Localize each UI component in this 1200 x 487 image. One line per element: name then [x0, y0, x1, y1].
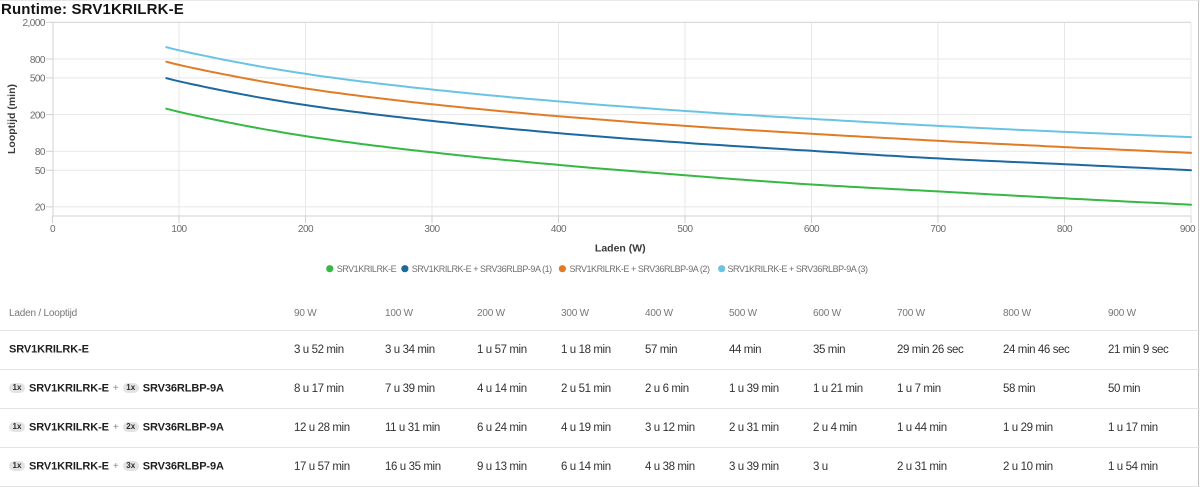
svg-text:100: 100 [171, 224, 187, 235]
svg-text:800: 800 [1057, 224, 1073, 235]
svg-text:50: 50 [35, 166, 46, 177]
svg-text:500: 500 [30, 74, 46, 85]
svg-text:Looptijd (min): Looptijd (min) [6, 84, 18, 154]
svg-text:900: 900 [1180, 224, 1196, 235]
svg-text:Laden (W): Laden (W) [595, 242, 646, 254]
svg-text:200: 200 [30, 110, 46, 121]
svg-text:0: 0 [50, 224, 56, 235]
svg-text:SRV1KRILRK-E + SRV36RLBP-9A (3: SRV1KRILRK-E + SRV36RLBP-9A (3) [728, 264, 868, 274]
svg-text:20: 20 [35, 203, 46, 214]
svg-text:200: 200 [298, 224, 314, 235]
svg-text:800: 800 [30, 55, 46, 66]
svg-text:2,000: 2,000 [22, 18, 45, 29]
svg-text:700: 700 [930, 224, 946, 235]
svg-text:SRV1KRILRK-E + SRV36RLBP-9A (2: SRV1KRILRK-E + SRV36RLBP-9A (2) [570, 264, 710, 274]
svg-text:400: 400 [551, 224, 567, 235]
svg-text:300: 300 [424, 224, 440, 235]
svg-text:80: 80 [35, 147, 46, 158]
svg-text:SRV1KRILRK-E + SRV36RLBP-9A (1: SRV1KRILRK-E + SRV36RLBP-9A (1) [412, 264, 552, 274]
svg-text:500: 500 [677, 224, 693, 235]
svg-text:SRV1KRILRK-E: SRV1KRILRK-E [337, 264, 397, 274]
svg-text:600: 600 [804, 224, 820, 235]
